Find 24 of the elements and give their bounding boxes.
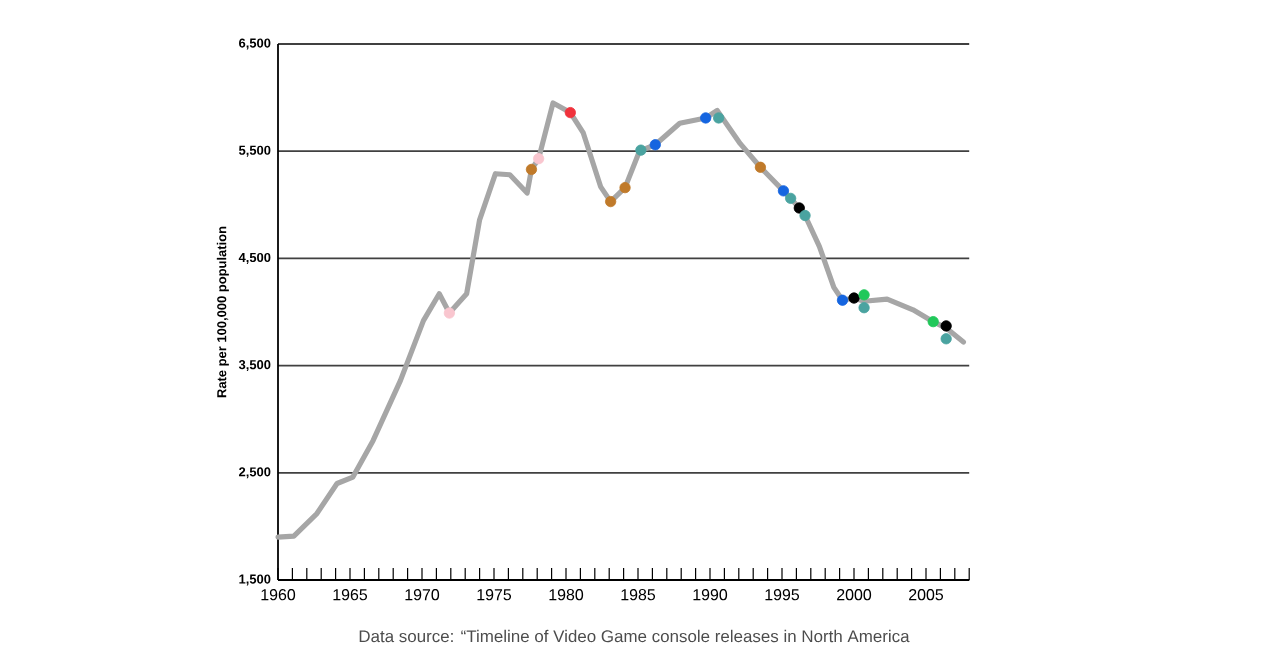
point	[713, 112, 725, 124]
source-note: Data source: “Timeline of Video Game console releases in North America	[359, 629, 910, 643]
point	[754, 161, 766, 173]
point	[619, 182, 631, 194]
point	[858, 302, 870, 314]
point	[777, 185, 790, 197]
point	[793, 202, 805, 214]
point	[927, 316, 939, 328]
point	[785, 192, 797, 204]
point	[700, 112, 712, 124]
point	[533, 153, 545, 165]
point	[564, 107, 576, 119]
point	[848, 292, 860, 304]
line-series	[275, 100, 967, 540]
point	[940, 333, 952, 345]
point	[443, 307, 455, 319]
point	[635, 144, 647, 156]
point	[605, 195, 617, 208]
point	[525, 163, 538, 176]
point	[649, 139, 661, 151]
point	[858, 289, 870, 301]
point	[940, 320, 952, 332]
point	[836, 294, 849, 306]
point	[799, 209, 811, 222]
